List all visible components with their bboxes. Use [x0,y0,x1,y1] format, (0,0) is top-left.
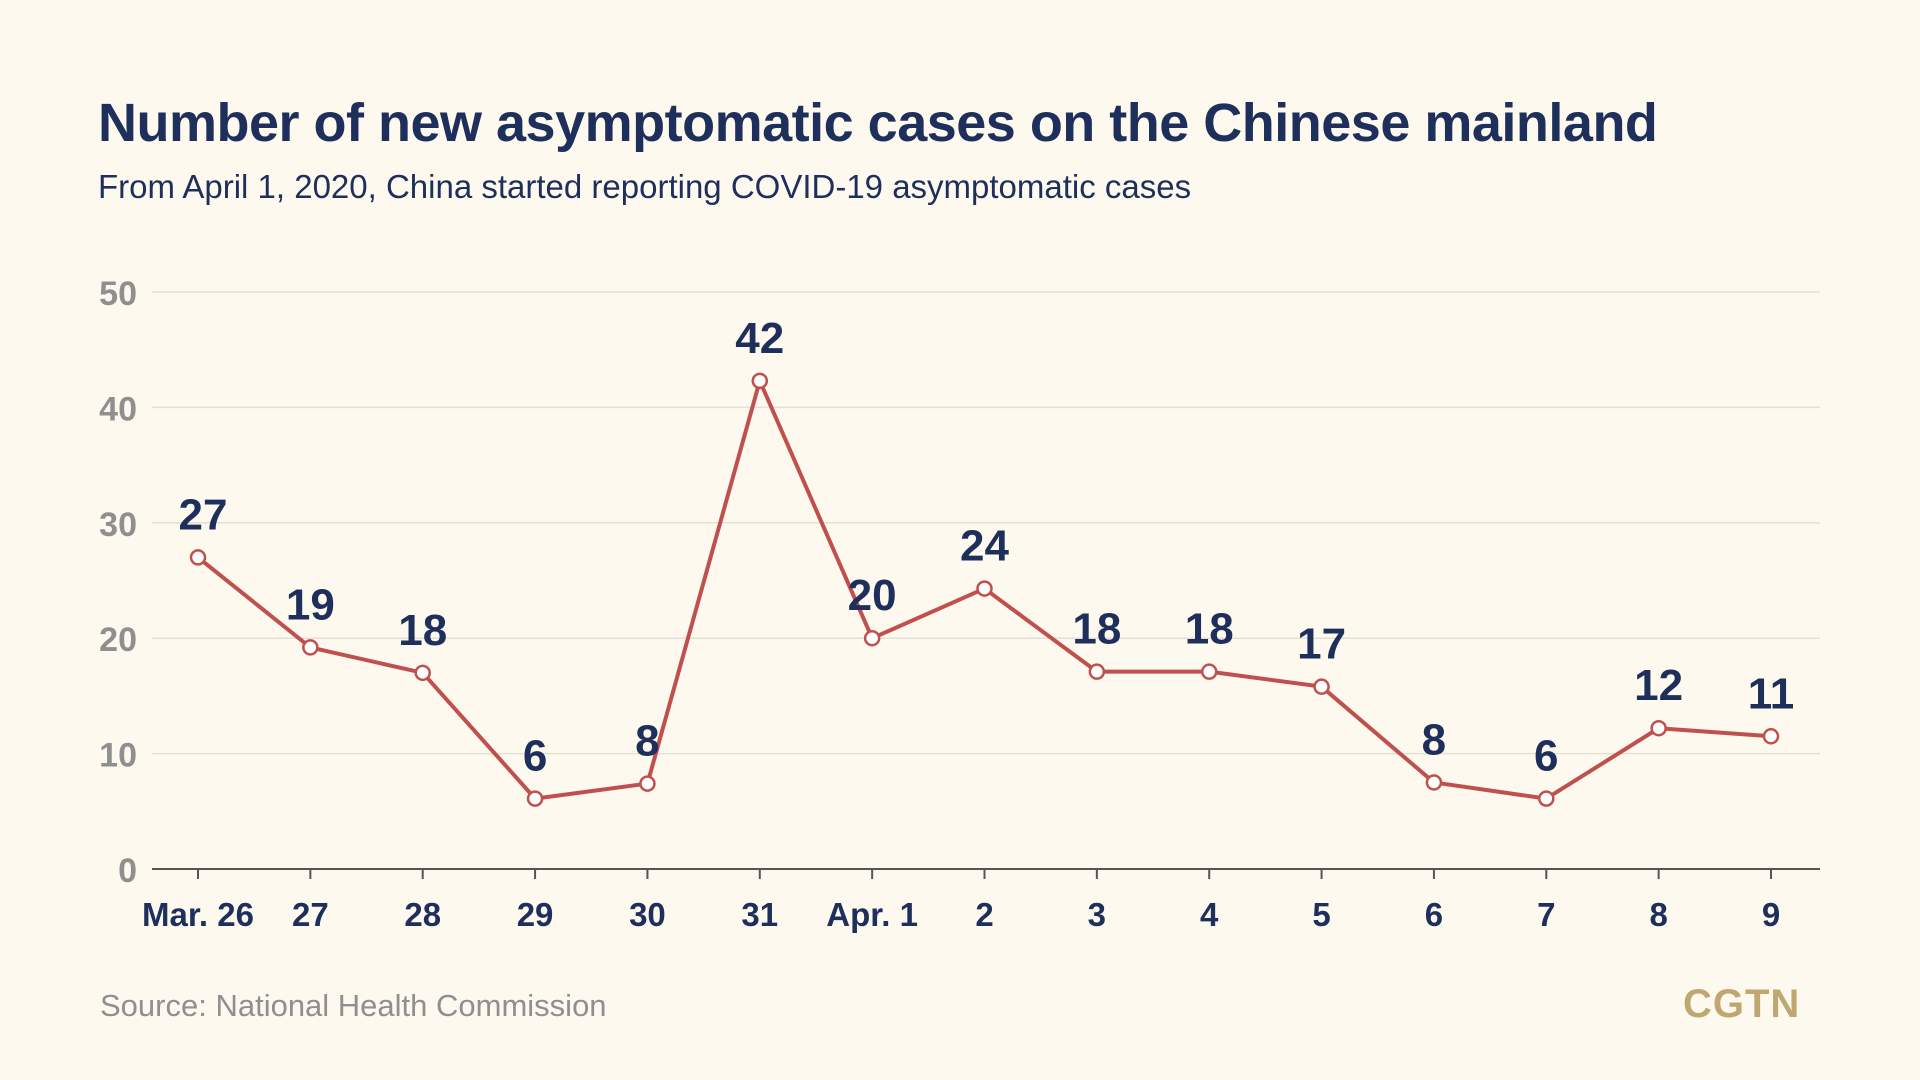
chart-subtitle: From April 1, 2020, China started report… [98,168,1192,205]
data-point [863,629,881,647]
data-point [1088,663,1106,680]
data-label: 42 [735,314,784,363]
y-tick-label: 40 [99,390,137,428]
data-label: 27 [179,490,228,539]
data-label: 8 [635,717,659,766]
grid-lines [152,291,1820,755]
data-label: 20 [848,571,897,620]
source-note: Source: National Health Commission [100,988,607,1023]
x-tick-label: 29 [517,896,554,933]
data-point [1425,774,1443,791]
x-tick-labels: Mar. 26 27 28 29 30 31 Apr. 1 2 3 4 5 6 7 8 9 [142,896,1780,933]
y-tick-label: 10 [99,737,137,775]
x-tick-label: 6 [1425,896,1443,933]
y-tick-label: 30 [99,506,137,544]
y-tick-labels: 0 10 20 30 40 50 [99,275,137,890]
data-label: 19 [286,580,335,629]
x-tick-label: 5 [1312,896,1330,933]
data-point [189,549,207,566]
chart-title: Number of new asymptomatic cases on the … [98,93,1658,153]
axes [152,868,1820,879]
data-label: 18 [398,606,447,655]
data-label: 6 [523,732,547,781]
data-points [189,372,1780,807]
data-label: 18 [1072,605,1121,654]
data-point [1650,719,1667,737]
data-point [639,775,656,792]
data-label: 12 [1634,661,1683,710]
y-tick-label: 50 [99,275,137,313]
data-point [414,664,431,682]
x-tick-label: 2 [975,896,993,933]
data-point [1538,790,1555,807]
data-point [751,372,769,390]
cgtn-logo: CGTN [1683,982,1801,1026]
x-tick-label: 27 [292,896,329,933]
x-tick-label: Apr. 1 [826,896,918,933]
data-label: 18 [1185,605,1234,654]
x-tick-label: Mar. 26 [142,896,254,933]
data-point [1762,728,1780,745]
x-tick-label: 31 [741,896,778,933]
x-tick-label: 8 [1649,896,1667,933]
data-label: 17 [1297,620,1346,669]
x-tick-label: 3 [1088,896,1106,933]
data-label: 24 [960,522,1009,571]
x-tick-label: 7 [1537,896,1555,933]
data-point [1200,663,1218,680]
data-label: 6 [1534,732,1558,781]
x-tick-label: 28 [404,896,441,933]
x-tick-label: 9 [1762,896,1780,933]
data-point [526,790,544,807]
data-label: 11 [1748,669,1795,718]
y-tick-label: 0 [118,852,137,890]
data-point [302,639,319,656]
data-labels: 27 19 18 6 8 42 20 24 18 18 17 8 6 12 11 [179,314,1795,781]
y-tick-label: 20 [99,621,137,659]
x-tick-label: 4 [1200,896,1219,933]
x-tick-label: 30 [629,896,666,933]
data-label: 8 [1422,715,1446,764]
data-point [976,580,993,597]
data-point [1313,678,1330,695]
